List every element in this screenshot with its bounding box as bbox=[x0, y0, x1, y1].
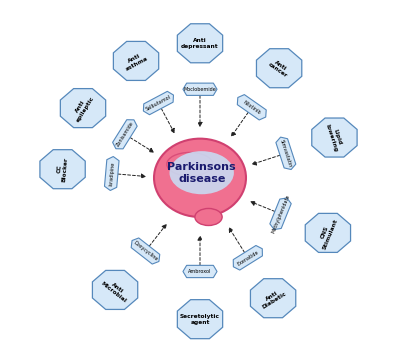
Polygon shape bbox=[113, 120, 137, 149]
Text: Parkinsons
disease: Parkinsons disease bbox=[167, 161, 236, 184]
Text: Zonisamide: Zonisamide bbox=[115, 121, 135, 148]
Polygon shape bbox=[312, 118, 357, 157]
Ellipse shape bbox=[195, 209, 222, 225]
Polygon shape bbox=[250, 279, 296, 318]
Text: Methylphenidate: Methylphenidate bbox=[270, 194, 291, 234]
Polygon shape bbox=[92, 271, 138, 310]
Text: Moclobemide: Moclobemide bbox=[184, 87, 216, 92]
Text: Nilotinib: Nilotinib bbox=[242, 100, 262, 115]
Polygon shape bbox=[143, 91, 174, 115]
Text: CC
Blocker: CC Blocker bbox=[56, 156, 69, 182]
Text: Anti
asthma: Anti asthma bbox=[122, 50, 150, 71]
Ellipse shape bbox=[167, 153, 213, 176]
Polygon shape bbox=[270, 198, 291, 229]
Text: Anti
depressant: Anti depressant bbox=[181, 38, 219, 49]
Text: Exenatide: Exenatide bbox=[236, 249, 260, 266]
Polygon shape bbox=[183, 83, 217, 95]
Text: Secretolytic
agent: Secretolytic agent bbox=[180, 314, 220, 325]
Text: Isradipine: Isradipine bbox=[108, 161, 115, 186]
Polygon shape bbox=[177, 300, 223, 339]
Text: Anti
epileptic: Anti epileptic bbox=[71, 93, 95, 123]
Ellipse shape bbox=[170, 151, 234, 194]
Text: Anti
cancer: Anti cancer bbox=[267, 57, 291, 79]
Text: Anti
Microbial: Anti Microbial bbox=[100, 276, 130, 304]
Polygon shape bbox=[177, 24, 223, 63]
Polygon shape bbox=[104, 157, 119, 190]
Polygon shape bbox=[256, 49, 302, 88]
Polygon shape bbox=[233, 246, 262, 270]
Polygon shape bbox=[237, 95, 266, 120]
Text: Simvastatin: Simvastatin bbox=[279, 139, 293, 168]
Text: Ambroxol: Ambroxol bbox=[188, 269, 212, 274]
Text: Salbutamol: Salbutamol bbox=[145, 94, 172, 112]
Polygon shape bbox=[40, 150, 85, 189]
Polygon shape bbox=[131, 238, 160, 264]
Polygon shape bbox=[305, 213, 350, 252]
Text: Doxycycline: Doxycycline bbox=[132, 240, 158, 262]
Polygon shape bbox=[113, 41, 159, 80]
Polygon shape bbox=[183, 265, 217, 278]
Polygon shape bbox=[60, 89, 106, 128]
Ellipse shape bbox=[154, 139, 246, 217]
Text: CNS
Stimulant: CNS Stimulant bbox=[317, 216, 339, 250]
Polygon shape bbox=[276, 137, 296, 170]
Text: Lipid
lowering: Lipid lowering bbox=[325, 122, 344, 153]
Text: Anti
Diabetic: Anti Diabetic bbox=[258, 286, 288, 310]
